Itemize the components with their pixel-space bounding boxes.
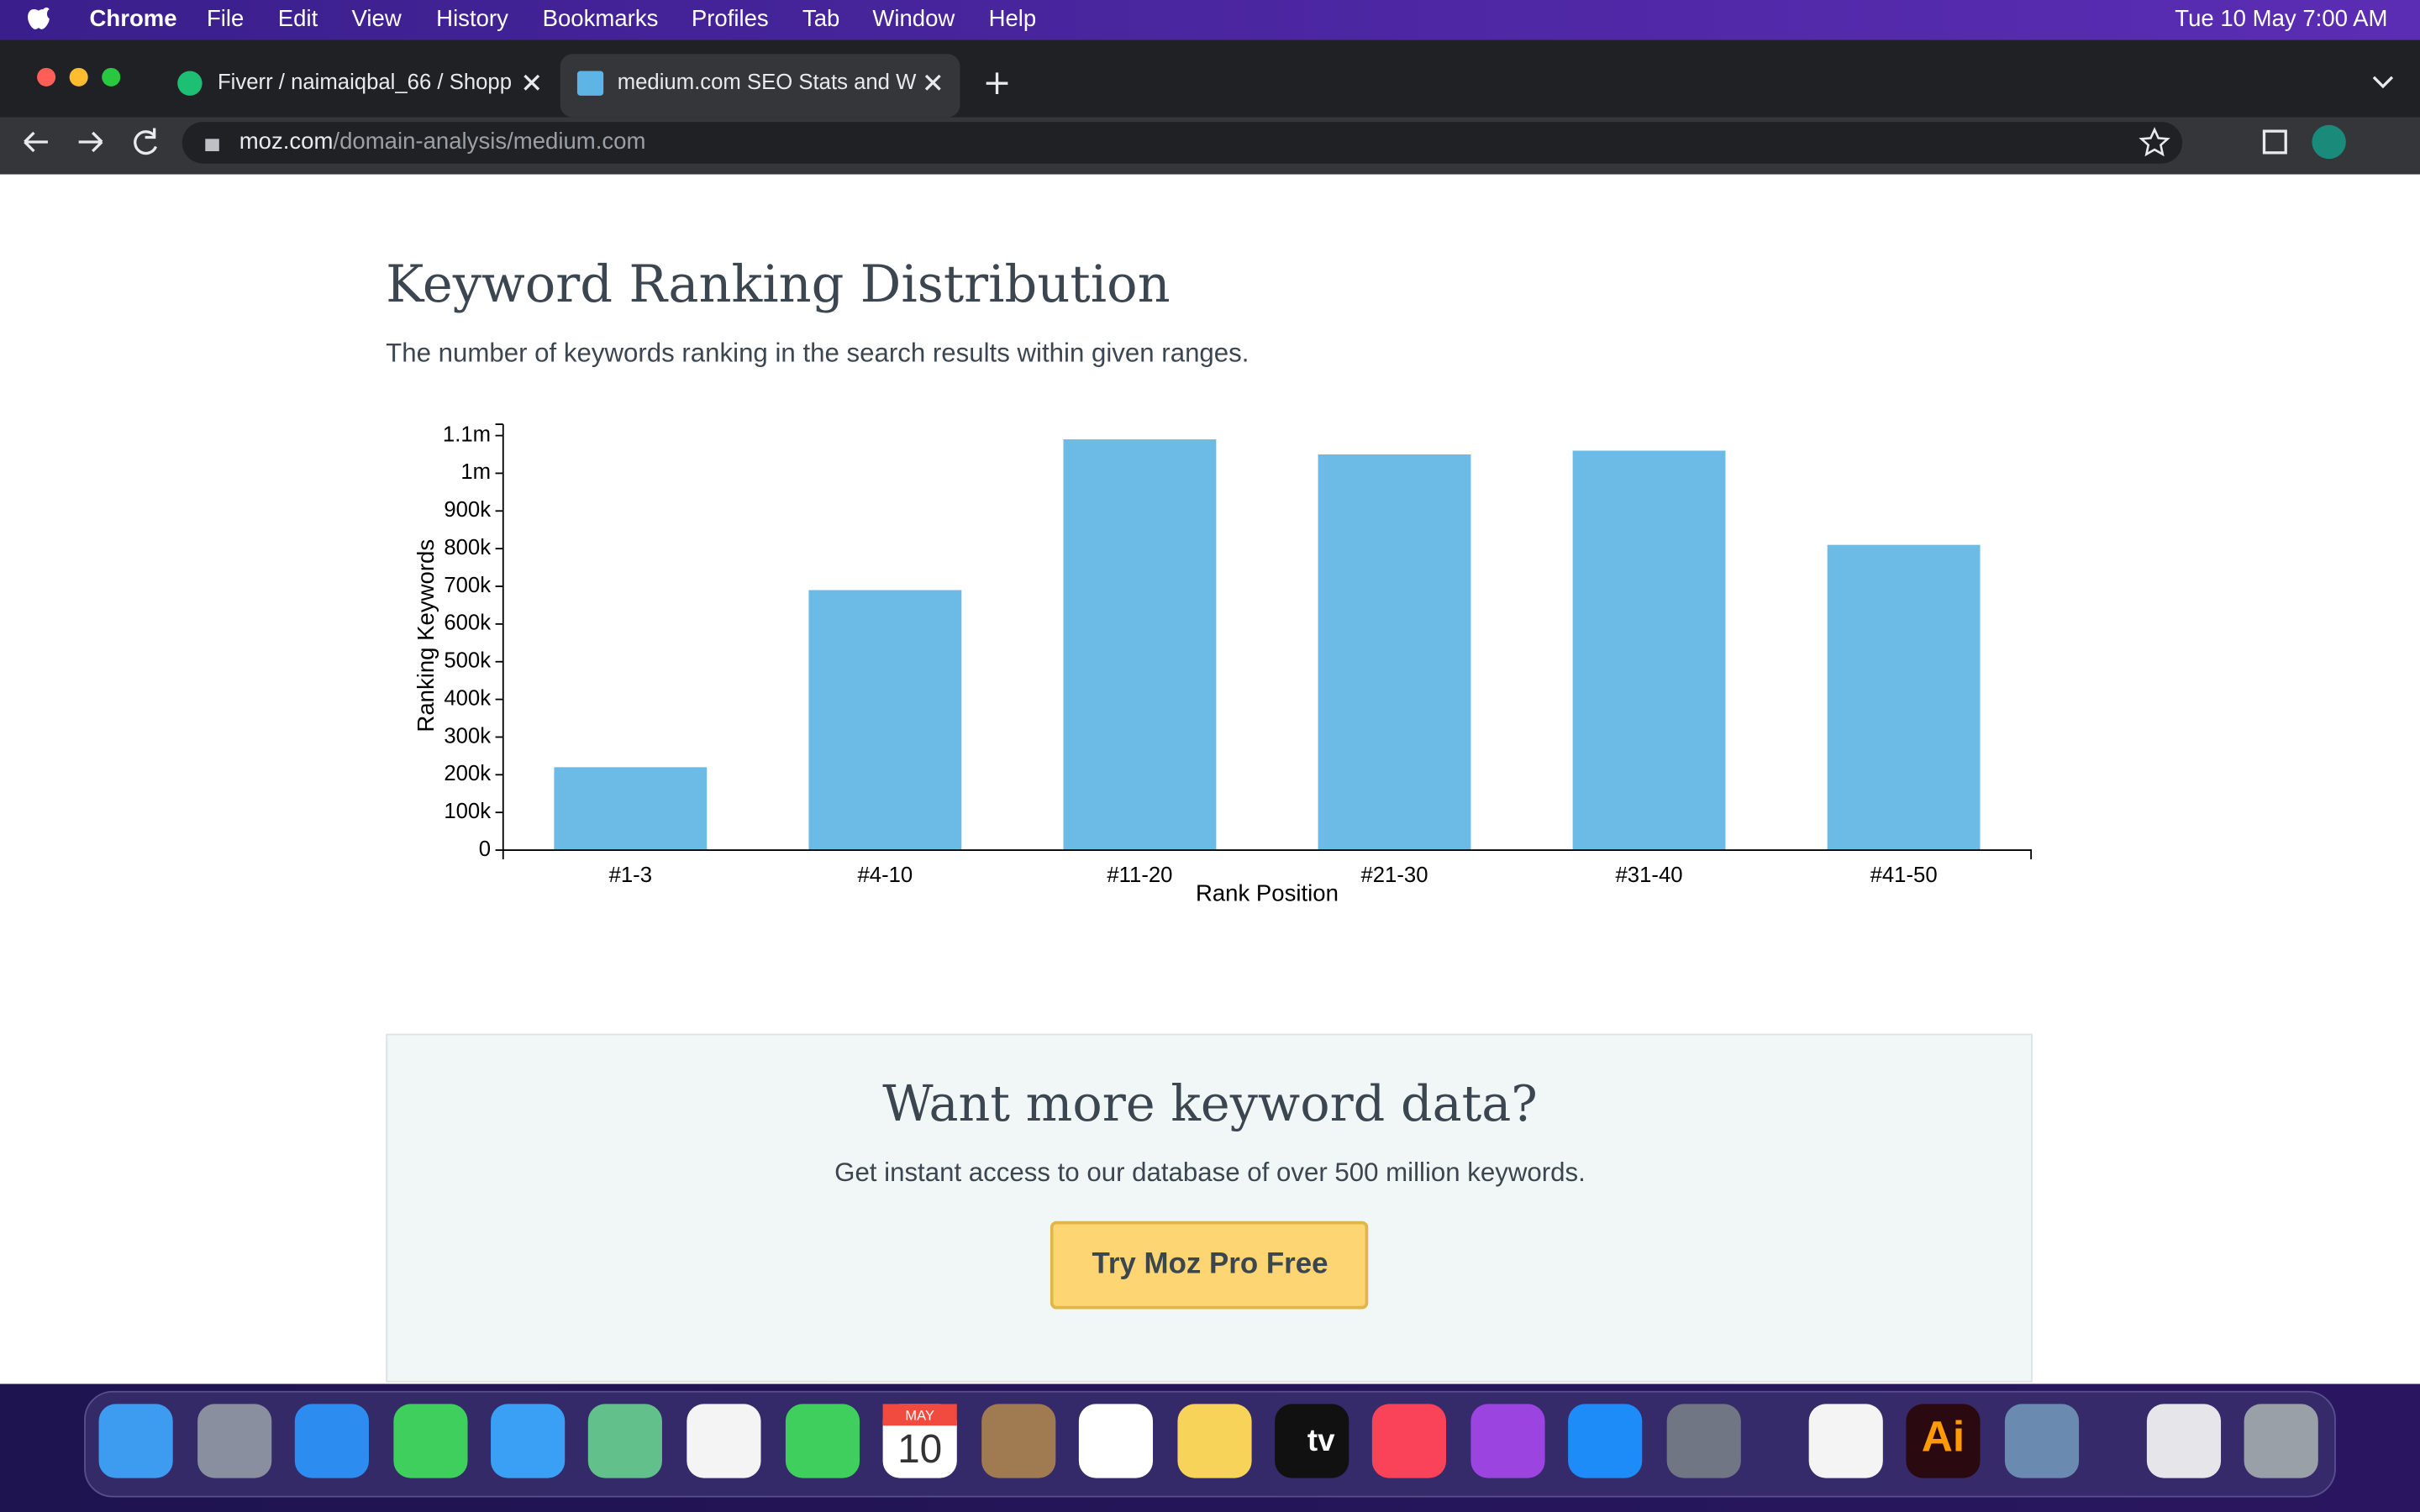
axes (495, 423, 2033, 860)
dock-icon[interactable] (2146, 1404, 2222, 1478)
url[interactable]: moz.com/domain-analysis/medium.com (239, 128, 646, 154)
chart-subtitle: The number of keywords ranking in the se… (386, 339, 1249, 368)
menu-app[interactable]: Chrome (90, 5, 177, 31)
bar (1572, 450, 1726, 851)
menu-item[interactable]: Bookmarks (543, 5, 659, 31)
dock-icon[interactable] (1666, 1404, 1741, 1478)
dock-icon[interactable] (1906, 1404, 1981, 1478)
dock-icon[interactable] (491, 1404, 566, 1478)
cta-button[interactable] (1050, 1221, 1369, 1310)
menu-item[interactable]: Tab (802, 5, 839, 31)
menu-item[interactable]: History (436, 5, 508, 31)
dock-icon[interactable] (2004, 1404, 2080, 1478)
x-tick-label: #31-40 (1616, 864, 1683, 887)
calendar-header (882, 1404, 957, 1426)
y-tick-label: 1m (460, 460, 491, 484)
bar (554, 767, 708, 851)
y-tick-label: 400k (444, 686, 491, 710)
menubar (0, 0, 2420, 40)
nav-buttons[interactable] (24, 128, 158, 155)
dock-icon[interactable] (1275, 1404, 1349, 1478)
dock-icon[interactable] (1470, 1404, 1545, 1478)
dock-icon[interactable] (1177, 1404, 1252, 1478)
bar (1063, 439, 1217, 851)
bookmark-star[interactable] (2139, 127, 2170, 157)
x-tick-label: #21-30 (1360, 864, 1428, 887)
x-axis-label: Rank Position (1196, 880, 1339, 906)
tab-favicon (177, 71, 203, 96)
x-tick-label: #11-20 (1107, 864, 1172, 887)
x-tick-label: #41-50 (1870, 864, 1938, 887)
calendar-day: 10 (897, 1427, 942, 1472)
dock-icon[interactable] (197, 1404, 272, 1478)
lock-icon (205, 139, 219, 151)
active-tab[interactable] (560, 54, 960, 118)
dock-icon[interactable] (981, 1404, 1056, 1478)
dock-icon[interactable] (1808, 1404, 1883, 1478)
y-tick-label: 300k (444, 724, 491, 748)
dock-icon[interactable] (294, 1404, 369, 1478)
y-axis-label: Ranking Keywords (413, 539, 439, 732)
illustrator-label: Ai (1922, 1411, 1965, 1460)
dock-icon[interactable] (785, 1404, 860, 1478)
tab-controls[interactable] (523, 72, 2394, 95)
bar (1827, 544, 1981, 851)
cta-button-label[interactable]: Try Moz Pro Free (1092, 1247, 1328, 1279)
menu-item[interactable]: Window (872, 5, 955, 31)
chart-title: Keyword Ranking Distribution (386, 255, 1170, 314)
tab-title[interactable]: medium.com SEO Stats and W (618, 71, 917, 94)
menu-item[interactable]: Edit (278, 5, 318, 31)
dock-icon[interactable] (393, 1404, 468, 1478)
tv-label: tv (1307, 1423, 1335, 1457)
y-tick-label: 500k (444, 649, 491, 673)
menu-item[interactable]: Profiles (692, 5, 769, 31)
cta-text: Get instant access to our database of ov… (834, 1158, 1586, 1187)
calendar-month: MAY (905, 1407, 934, 1423)
x-tick-label: #4-10 (857, 864, 913, 887)
x-tick-label: #1-3 (609, 864, 652, 887)
dock-icon[interactable] (1568, 1404, 1643, 1478)
dock-icon[interactable] (1078, 1404, 1154, 1478)
bar (1318, 454, 1471, 851)
profile-avatar[interactable] (2312, 124, 2346, 160)
dock-icon[interactable] (98, 1404, 173, 1478)
dock-icon[interactable] (687, 1404, 761, 1478)
dock-icon[interactable] (2244, 1404, 2318, 1478)
menu-clock: Tue 10 May 7:00 AM (2175, 5, 2387, 31)
tab-favicon (576, 71, 604, 96)
y-tick-label: 200k (444, 762, 491, 785)
dock-icon[interactable] (587, 1404, 662, 1478)
y-tick-label: 100k (444, 800, 491, 823)
y-tick-label: 900k (444, 498, 491, 522)
close-window[interactable] (37, 67, 56, 87)
tab-title[interactable]: Fiverr / naimaiqbal_66 / Shopp (218, 71, 512, 94)
y-tick-label: 700k (444, 574, 491, 597)
cta-title: Want more keyword data? (882, 1074, 1538, 1132)
y-tick-label: 600k (444, 612, 491, 635)
address-bar[interactable] (182, 122, 2183, 164)
menu-item[interactable]: View (352, 5, 402, 31)
minimize-window[interactable] (69, 67, 88, 87)
menu-item[interactable]: Help (989, 5, 1037, 31)
side-panel[interactable] (2262, 129, 2287, 155)
dock-icon[interactable] (1371, 1404, 1447, 1478)
y-tick-label: 0 (479, 837, 491, 861)
y-tick-label: 800k (444, 536, 491, 559)
cta-panel (386, 1033, 2033, 1383)
y-tick-label: 1.1m (443, 423, 491, 446)
apple-logo[interactable] (28, 7, 50, 29)
tab-strip (0, 39, 2420, 118)
menu-item[interactable]: File (207, 5, 244, 31)
bar (808, 590, 962, 851)
url-host: moz.com (239, 128, 334, 154)
zoom-window[interactable] (102, 67, 121, 87)
url-path: /domain-analysis/medium.com (333, 128, 645, 154)
